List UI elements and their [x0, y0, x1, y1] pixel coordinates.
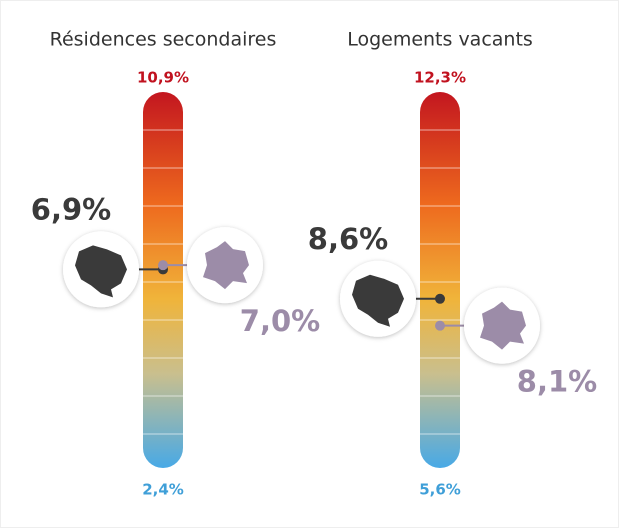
value-label: 7,0% — [240, 304, 320, 338]
chart-title: Résidences secondaires — [50, 29, 277, 51]
value-label: 8,6% — [308, 222, 388, 256]
tick-label: 10,9% — [137, 69, 189, 87]
value-label: 6,9% — [31, 192, 111, 226]
value-dot — [158, 260, 168, 271]
chart-title: Logements vacants — [347, 29, 533, 51]
map-shape — [352, 274, 404, 327]
value-dot — [435, 293, 445, 304]
value-label: 8,1% — [517, 365, 597, 399]
value-dot — [435, 320, 445, 331]
gauge-bar — [420, 92, 460, 468]
gauge-bar — [143, 92, 183, 468]
tick-label: 5,6% — [419, 481, 461, 499]
tick-label: 12,3% — [414, 69, 466, 87]
map-shape — [203, 241, 249, 290]
map-shape — [480, 301, 526, 350]
tick-label: 2,4% — [142, 481, 184, 499]
map-shape — [75, 245, 127, 298]
